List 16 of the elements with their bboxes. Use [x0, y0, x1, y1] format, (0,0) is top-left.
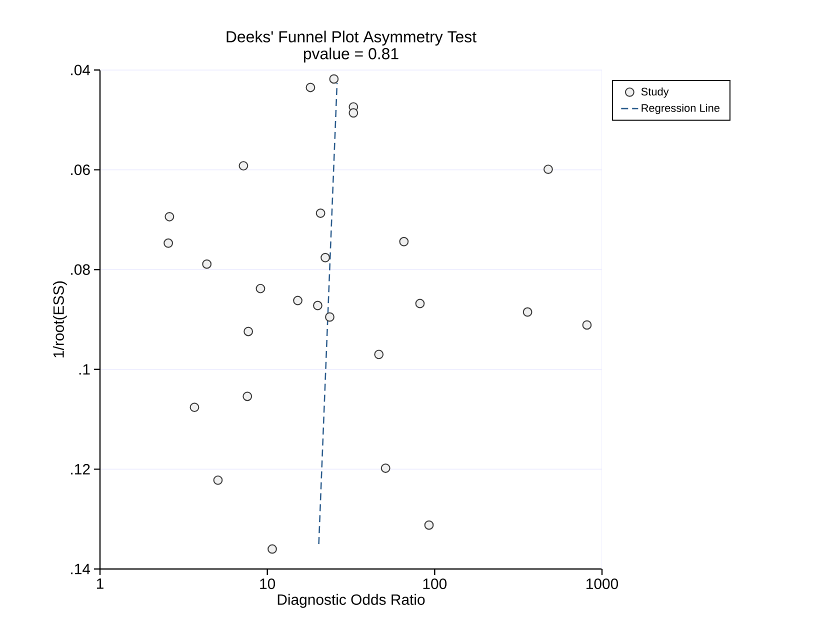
legend-label: Regression Line [642, 104, 720, 114]
x-tick-label: 10 [260, 578, 276, 590]
y-tick-label: .12 [71, 464, 90, 474]
y-tick-label: .1 [79, 364, 90, 375]
y-tick-label: .14 [71, 564, 90, 574]
y-tick-label: .08 [71, 264, 90, 275]
x-tick-label: 1000 [586, 578, 618, 590]
x-axis-title: Diagnostic Odds Ratio [278, 594, 425, 608]
y-tick-label: .04 [71, 64, 90, 76]
legend-label: Study [641, 87, 669, 98]
chart-title: Deeks' Funnel Plot Asymmetry Test [226, 30, 476, 46]
x-tick-label: 1 [96, 578, 104, 589]
x-tick-label: 100 [423, 578, 447, 590]
y-tick-label: .06 [71, 164, 90, 176]
y-axis-title: 1/root(ESS) [52, 281, 67, 358]
chart-subtitle: pvalue = 0.81 [304, 48, 398, 62]
